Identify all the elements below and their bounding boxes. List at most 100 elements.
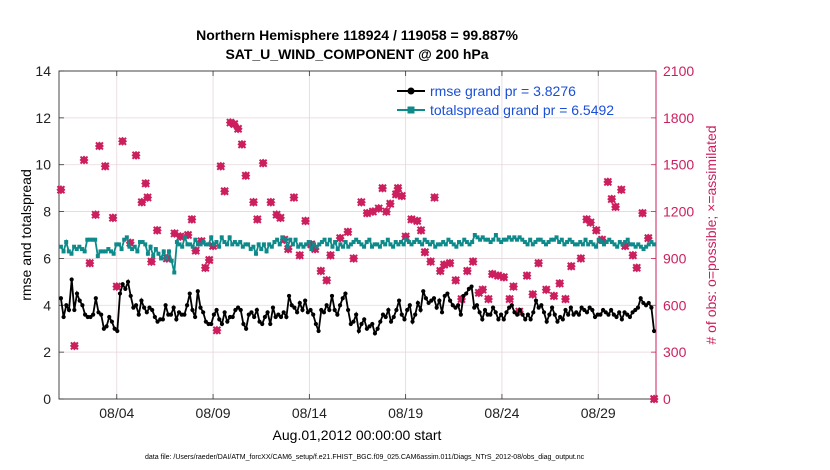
rmse-point	[300, 307, 305, 313]
rmse-point	[606, 312, 611, 317]
spread-point	[206, 242, 211, 247]
spread-point	[298, 242, 303, 247]
rmse-point	[469, 284, 474, 289]
rmse-point	[61, 314, 66, 320]
rmse-point	[555, 319, 560, 324]
spread-point	[193, 237, 198, 242]
rmse-point	[260, 321, 265, 327]
spread-point	[354, 237, 359, 242]
obs-assimilated-marker	[522, 271, 532, 281]
rmse-point	[217, 317, 222, 322]
spread-point	[169, 258, 174, 263]
spread-point	[456, 240, 461, 245]
rmse-point	[265, 310, 270, 315]
spread-point	[116, 242, 121, 247]
rmse-point	[544, 319, 549, 324]
rmse-point	[447, 298, 453, 303]
spread-point	[312, 242, 317, 247]
obs-assimilated-marker	[146, 257, 156, 267]
obs-assimilated-marker	[237, 139, 247, 149]
spread-point	[430, 240, 435, 245]
rmse-point	[109, 319, 115, 324]
obs-assimilated-marker	[233, 124, 243, 134]
obs-assimilated-marker	[628, 250, 638, 260]
rmse-point	[649, 305, 654, 310]
rmse-point	[91, 312, 96, 317]
spread-point	[459, 242, 464, 247]
spread-point	[380, 240, 385, 245]
rmse-point	[311, 312, 316, 317]
spread-point	[565, 240, 570, 245]
spread-point	[517, 235, 522, 240]
rmse-point	[182, 312, 187, 317]
rmse-point	[190, 307, 195, 313]
spread-point	[522, 240, 527, 245]
spread-point	[240, 244, 245, 249]
spread-point	[87, 237, 92, 242]
spread-point	[180, 244, 185, 249]
obs-assimilated-marker	[212, 325, 222, 335]
rmse-point	[120, 282, 125, 287]
obs-assimilated-marker	[79, 155, 89, 165]
rmse-point	[327, 307, 332, 313]
rmse-point	[230, 314, 235, 320]
spread-point	[264, 249, 269, 254]
obs-assimilated-marker	[252, 214, 262, 224]
spread-point	[567, 237, 572, 242]
rmse-point	[576, 312, 582, 317]
obs-assimilated-marker	[381, 207, 391, 217]
axes: 08/04 08/09 08/14 08/19 08/24 08/29 0 2 4 6 8 10 12 1…	[35, 63, 694, 421]
spread-point	[261, 242, 266, 247]
y-tick-label-left: 6	[43, 250, 51, 266]
rmse-point	[359, 321, 364, 327]
spread-point	[301, 244, 306, 249]
spread-point	[235, 242, 240, 247]
spread-point	[649, 240, 654, 245]
spread-point	[462, 237, 467, 242]
spread-point	[520, 237, 525, 242]
spread-point	[359, 242, 364, 247]
rmse-point	[123, 286, 128, 291]
spread-point	[528, 237, 533, 242]
spread-point	[580, 242, 585, 247]
spread-point	[404, 237, 409, 242]
spread-point	[103, 249, 108, 254]
obs-assimilated-marker	[483, 294, 493, 304]
rmse-point	[415, 300, 420, 306]
rmse-point	[410, 319, 415, 324]
rmse-point	[488, 312, 493, 317]
obs-assimilated-marker	[143, 192, 153, 203]
rmse-point	[402, 317, 407, 322]
rmse-point	[313, 321, 318, 327]
rmse-point	[614, 314, 619, 320]
obs-assimilated-marker	[112, 282, 122, 292]
spread-point	[470, 240, 475, 245]
spread-point	[427, 242, 432, 247]
y-tick-label-right: 300	[663, 344, 687, 360]
spread-point	[325, 242, 330, 247]
rmse-point	[244, 326, 249, 331]
obs-assimilated-marker	[378, 183, 388, 193]
rmse-point	[520, 312, 525, 317]
rmse-point	[308, 307, 313, 313]
rmse-point	[115, 328, 120, 334]
rmse-point	[160, 317, 166, 322]
legend-entry-totalspread: totalspread grand pr = 6.5492	[397, 102, 614, 118]
rmse-point	[163, 303, 168, 308]
rmse-point	[74, 291, 80, 296]
spread-point	[280, 235, 285, 240]
obs-assimilated-marker	[445, 258, 455, 268]
obs-assimilated-marker	[632, 263, 642, 273]
rmse-point	[568, 305, 573, 310]
spread-point	[95, 254, 100, 259]
spread-point	[343, 240, 348, 245]
spread-point	[396, 242, 401, 247]
rmse-point	[346, 307, 351, 313]
spread-point	[538, 237, 543, 242]
rmse-point	[168, 312, 174, 317]
obs-assimilated-marker	[528, 289, 538, 299]
spread-point	[122, 237, 127, 242]
spread-point	[393, 240, 398, 245]
rmse-point	[356, 328, 361, 334]
data-file-footnote: data file: /Users/raeder/DAI/ATM_forcXX/…	[145, 454, 585, 461]
